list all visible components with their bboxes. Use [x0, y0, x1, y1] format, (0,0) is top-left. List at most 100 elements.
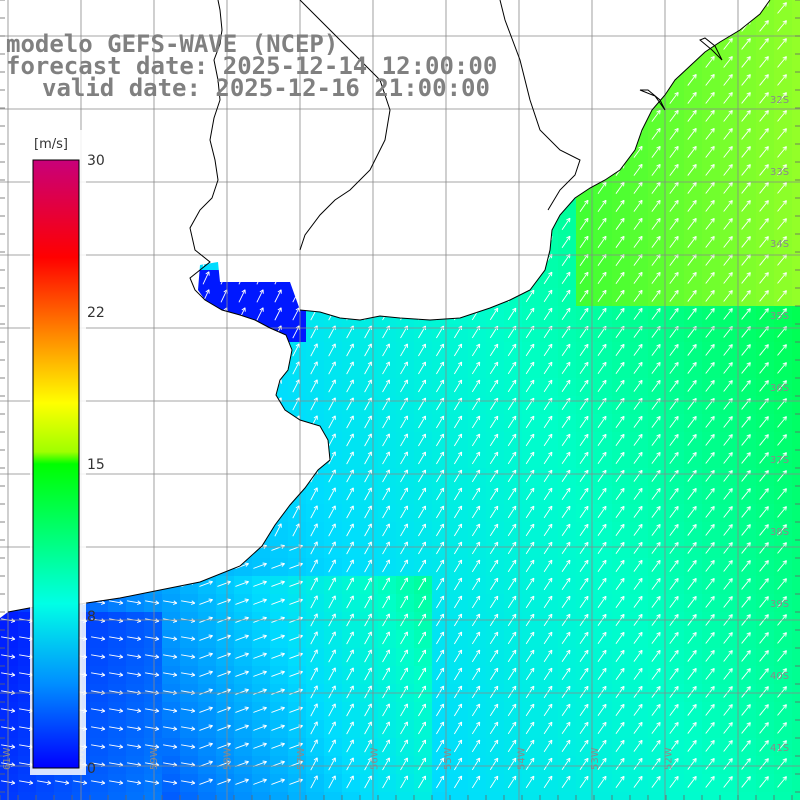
speed-cell	[0, 648, 18, 666]
speed-cell	[702, 774, 720, 792]
speed-cell	[288, 198, 306, 216]
wind-arrow	[759, 110, 769, 122]
speed-cell	[468, 0, 486, 18]
speed-cell	[576, 396, 594, 414]
speed-cell	[90, 702, 108, 720]
speed-cell	[594, 540, 612, 558]
speed-cell	[450, 648, 468, 666]
speed-cell	[198, 756, 216, 774]
wind-arrow	[364, 109, 372, 123]
speed-cell	[198, 738, 216, 756]
speed-cell	[738, 792, 756, 800]
speed-cell	[648, 450, 666, 468]
speed-cell	[432, 162, 450, 180]
speed-cell	[774, 630, 792, 648]
wind-arrow	[400, 19, 408, 33]
speed-cell	[486, 432, 504, 450]
wind-arrow	[471, 19, 481, 33]
wind-arrow	[777, 128, 787, 140]
wind-arrow	[328, 109, 336, 123]
speed-cell	[666, 270, 684, 288]
speed-cell	[198, 324, 216, 342]
wind-arrow	[723, 146, 733, 158]
speed-cell	[576, 594, 594, 612]
wind-arrow	[525, 73, 535, 87]
wind-arrow	[328, 127, 336, 141]
speed-cell	[432, 702, 450, 720]
speed-cell	[486, 0, 504, 18]
speed-cell	[702, 540, 720, 558]
speed-cell	[108, 792, 126, 800]
wind-arrow	[489, 127, 499, 141]
speed-cell	[342, 198, 360, 216]
speed-cell	[126, 198, 144, 216]
speed-cell	[684, 108, 702, 126]
speed-cell	[612, 360, 630, 378]
speed-cell	[180, 468, 198, 486]
speed-cell	[666, 720, 684, 738]
wind-arrow	[382, 37, 390, 51]
wind-arrow	[112, 145, 120, 159]
speed-cell	[684, 504, 702, 522]
speed-cell	[180, 450, 198, 468]
speed-cell	[666, 18, 684, 36]
wind-arrow	[256, 199, 264, 213]
speed-cell	[738, 162, 756, 180]
speed-cell	[648, 144, 666, 162]
speed-cell	[144, 540, 162, 558]
speed-cell	[774, 126, 792, 144]
speed-cell	[756, 252, 774, 270]
wind-arrow	[436, 19, 445, 33]
speed-cell	[648, 180, 666, 198]
wind-arrow	[163, 544, 177, 551]
speed-cell	[540, 522, 558, 540]
speed-cell	[630, 756, 648, 774]
wind-arrow	[256, 361, 264, 375]
speed-cell	[288, 558, 306, 576]
wind-arrow	[346, 163, 354, 177]
speed-cell	[774, 720, 792, 738]
wind-arrow	[238, 127, 246, 141]
wind-arrow	[94, 271, 102, 285]
speed-cell	[306, 396, 324, 414]
speed-cell	[486, 234, 504, 252]
speed-cell	[576, 450, 594, 468]
speed-cell	[126, 576, 144, 594]
speed-cell	[486, 450, 504, 468]
speed-cell	[522, 342, 540, 360]
speed-cell	[306, 792, 324, 800]
speed-cell	[198, 792, 216, 800]
speed-cell	[522, 432, 540, 450]
wind-arrow	[651, 199, 661, 212]
wind-arrow	[489, 289, 499, 303]
speed-cell	[0, 144, 18, 162]
wind-arrow	[112, 109, 120, 123]
speed-cell	[0, 270, 18, 288]
speed-cell	[414, 378, 432, 396]
speed-cell	[792, 414, 800, 432]
wind-arrow	[759, 92, 769, 104]
wind-arrow	[561, 127, 571, 141]
wind-arrow	[256, 343, 264, 357]
speed-cell	[0, 216, 18, 234]
speed-cell	[0, 702, 18, 720]
speed-cell	[414, 630, 432, 648]
speed-cell	[468, 342, 486, 360]
speed-cell	[306, 162, 324, 180]
speed-cell	[162, 342, 180, 360]
speed-cell	[90, 216, 108, 234]
speed-cell	[234, 630, 252, 648]
speed-cell	[594, 54, 612, 72]
speed-cell	[180, 666, 198, 684]
speed-cell	[540, 90, 558, 108]
wind-arrow	[669, 91, 679, 104]
speed-cell	[108, 558, 126, 576]
speed-cell	[486, 612, 504, 630]
wind-arrow	[507, 19, 517, 33]
speed-cell	[234, 450, 252, 468]
wind-arrow	[202, 379, 210, 393]
wind-arrow	[256, 469, 264, 483]
speed-cell	[576, 558, 594, 576]
speed-cell	[522, 144, 540, 162]
